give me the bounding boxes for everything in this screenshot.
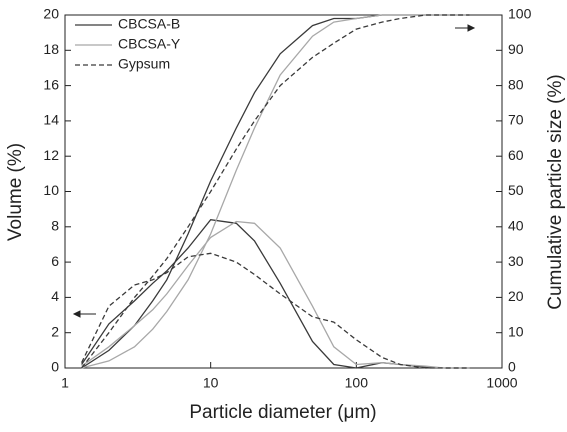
y2-tick-label: 70 — [508, 112, 524, 128]
y2-tick-label: 90 — [508, 41, 524, 57]
y2-tick-label: 40 — [508, 218, 524, 234]
volume-line — [81, 219, 470, 369]
y2-tick-label: 100 — [508, 6, 532, 22]
y-tick-label: 12 — [43, 147, 59, 163]
y-axis-label: Volume (%) — [5, 143, 26, 241]
x-tick-label: 1000 — [486, 375, 517, 391]
legend-label: CBCSA-B — [118, 16, 180, 32]
y2-axis-label: Cumulative particle size (%) — [545, 74, 566, 309]
y2-tick-label: 10 — [508, 323, 524, 339]
y2-tick-label: 30 — [508, 253, 524, 269]
x-axis-label: Particle diameter (μm) — [189, 402, 376, 423]
y-tick-label: 14 — [43, 112, 59, 128]
y2-tick-label: 60 — [508, 147, 524, 163]
y-tick-label: 8 — [51, 218, 59, 234]
volume-line — [81, 220, 470, 369]
cumulative-line — [81, 14, 470, 369]
y-tick-label: 18 — [43, 41, 59, 57]
y-tick-label: 20 — [43, 6, 59, 22]
y-tick-label: 4 — [51, 288, 59, 304]
x-tick-label: 10 — [203, 375, 219, 391]
y2-tick-label: 20 — [508, 288, 524, 304]
y-tick-label: 10 — [43, 182, 59, 198]
x-tick-label: 100 — [345, 375, 369, 391]
y2-tick-label: 50 — [508, 182, 524, 198]
y-tick-label: 6 — [51, 253, 59, 269]
y-tick-label: 16 — [43, 76, 59, 92]
x-tick-label: 1 — [61, 375, 69, 391]
volume-line — [81, 252, 470, 369]
y2-tick-label: 0 — [508, 359, 516, 375]
y-tick-label: 0 — [51, 359, 59, 375]
left-arrow — [72, 310, 96, 318]
legend-label: Gypsum — [118, 56, 170, 72]
right-arrow — [455, 24, 476, 32]
cumulative-line — [81, 14, 470, 369]
y2-tick-label: 80 — [508, 76, 524, 92]
y-tick-label: 2 — [51, 323, 59, 339]
legend-label: CBCSA-Y — [118, 36, 181, 52]
